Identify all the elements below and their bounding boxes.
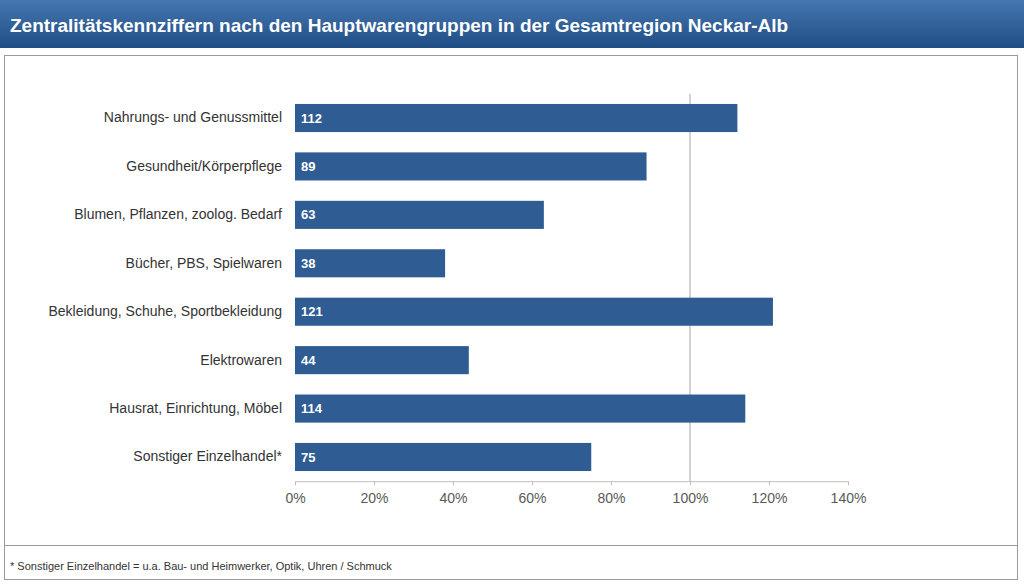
- value-tick: 120%: [752, 481, 788, 506]
- bar: [295, 346, 469, 374]
- category-label: Hausrat, Einrichtung, Möbel: [109, 400, 282, 416]
- value-tick-label: 20%: [360, 490, 388, 506]
- chart-container: Zentralitätskennziffern nach den Hauptwa…: [0, 0, 1024, 585]
- category-label: Blumen, Pflanzen, zoolog. Bedarf: [74, 206, 282, 222]
- panel-frame: [5, 56, 1018, 580]
- value-tick: 40%: [439, 481, 467, 506]
- category-axis-line: [295, 94, 296, 481]
- value-tick: 20%: [360, 481, 388, 506]
- category-tick: Nahrungs- und Genussmittel: [104, 109, 295, 125]
- category-tick: Sonstiger Einzelhandel*: [133, 448, 295, 464]
- value-tick-mark: [295, 481, 296, 485]
- category-axis: Nahrungs- und Genussmittel Gesundheit/Kör…: [48, 94, 295, 481]
- bar: [295, 443, 591, 471]
- value-tick: 80%: [597, 481, 625, 506]
- value-tick-mark: [374, 481, 375, 485]
- value-tick-label: 80%: [597, 490, 625, 506]
- data-label: 89: [301, 159, 315, 174]
- footnote-separator: [5, 545, 1018, 546]
- value-tick-label: 0%: [285, 490, 305, 506]
- bar: [295, 395, 745, 423]
- value-tick-label: 100%: [673, 490, 709, 506]
- value-tick-mark: [532, 481, 533, 485]
- data-label: 38: [301, 256, 315, 271]
- data-label: 114: [301, 401, 323, 416]
- category-tick: Bücher, PBS, Spielwaren: [126, 255, 295, 271]
- value-tick-label: 120%: [752, 490, 788, 506]
- value-tick-mark: [690, 481, 691, 485]
- category-tick: Bekleidung, Schuhe, Sportbekleidung: [48, 303, 295, 319]
- value-tick-mark: [453, 481, 454, 485]
- value-tick-label: 40%: [439, 490, 467, 506]
- data-label: 121: [301, 304, 323, 319]
- bar: [295, 201, 544, 229]
- value-axis: 0% 20% 40% 60% 80% 100% 120% 140%: [285, 481, 866, 506]
- category-tick: Gesundheit/Körperpflege: [126, 158, 295, 174]
- value-tick-mark: [848, 481, 849, 485]
- bar: [295, 152, 647, 180]
- value-tick-mark: [611, 481, 612, 485]
- value-tick: 0%: [285, 481, 305, 506]
- category-label: Sonstiger Einzelhandel*: [133, 448, 282, 464]
- data-label: 112: [301, 111, 322, 126]
- value-axis-line: [296, 481, 849, 482]
- category-label: Bücher, PBS, Spielwaren: [126, 255, 282, 271]
- bar: [295, 249, 445, 277]
- category-label: Nahrungs- und Genussmittel: [104, 109, 282, 125]
- category-label: Elektrowaren: [200, 352, 282, 368]
- reference-line: [690, 94, 691, 481]
- chart-svg: Zentralitätskennziffern nach den Hauptwa…: [0, 0, 1024, 585]
- bar: [295, 298, 773, 326]
- plot-area: [295, 94, 773, 481]
- category-label: Bekleidung, Schuhe, Sportbekleidung: [48, 303, 282, 319]
- value-tick: 60%: [518, 481, 546, 506]
- data-label: 44: [301, 353, 316, 368]
- value-tick: 140%: [831, 481, 867, 506]
- footnote: * Sonstiger Einzelhandel = u.a. Bau- und…: [10, 560, 392, 572]
- value-tick-mark: [769, 481, 770, 485]
- category-tick: Hausrat, Einrichtung, Möbel: [109, 400, 295, 416]
- category-tick: Elektrowaren: [200, 352, 295, 368]
- value-tick: 100%: [673, 481, 709, 506]
- title: Zentralitätskennziffern nach den Hauptwa…: [10, 15, 788, 36]
- data-label: 63: [301, 207, 315, 222]
- bar: [295, 104, 737, 132]
- category-tick: Blumen, Pflanzen, zoolog. Bedarf: [74, 206, 295, 222]
- value-tick-label: 60%: [518, 490, 546, 506]
- data-label: 75: [301, 450, 315, 465]
- header-bar: [0, 0, 1024, 48]
- value-tick-label: 140%: [831, 490, 867, 506]
- data-labels: 112 89 63 38 121 44 114 75: [301, 111, 323, 465]
- category-label: Gesundheit/Körperpflege: [126, 158, 282, 174]
